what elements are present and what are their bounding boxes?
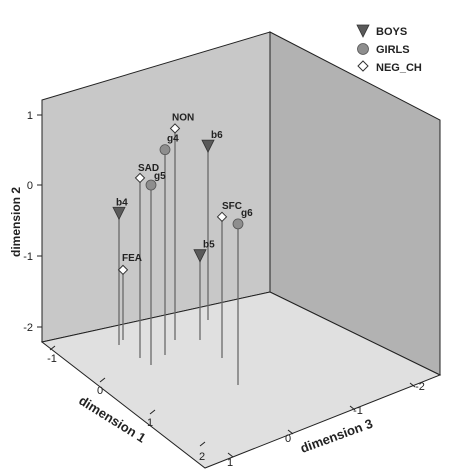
z-tick-mark <box>409 382 416 388</box>
x-tick-label: 0 <box>97 385 103 397</box>
marker-neg-ch <box>134 172 146 184</box>
marker-boys <box>112 206 126 221</box>
marker-boys <box>193 249 207 263</box>
y-axis-label: dimension 2 <box>9 187 23 257</box>
y-tick-label: -2 <box>23 322 33 334</box>
legend-label-girls: GIRLS <box>376 44 410 56</box>
x-tick-mark <box>49 345 56 351</box>
x-tick-label: -1 <box>47 353 57 365</box>
point-label: g4 <box>167 134 179 145</box>
legend-triangle-down-icon <box>356 24 370 38</box>
y-tick-label: 0 <box>27 180 33 192</box>
y-axis: 1 0 -1 -2 dimension 2 <box>9 110 42 334</box>
z-tick-label: 1 <box>227 457 233 469</box>
marker-boys <box>201 139 215 154</box>
marker-girls <box>232 218 244 230</box>
point-label: b4 <box>116 197 128 208</box>
point-labels: b4 b6 b5 g4 g5 g6 NON SAD SFC FEA <box>116 112 253 263</box>
z-tick-label: -1 <box>353 405 363 417</box>
point-label: b6 <box>211 130 223 141</box>
point-label: g6 <box>241 208 253 219</box>
marker-neg-ch <box>216 211 228 223</box>
legend-label-neg-ch: NEG_CH <box>376 62 422 74</box>
y-tick-label: 1 <box>27 110 33 122</box>
z-tick-label: -2 <box>415 381 425 393</box>
drop-lines <box>118 128 239 385</box>
z-tick-mark <box>227 452 234 458</box>
x-tick-mark <box>99 377 106 383</box>
point-label: b5 <box>203 240 215 251</box>
z-tick-mark <box>287 429 294 435</box>
x-tick-label: 2 <box>199 451 205 463</box>
point-label: SFC <box>222 201 242 212</box>
marker-girls <box>159 144 171 156</box>
point-label: NON <box>172 112 194 123</box>
point-label: SAD <box>138 163 159 174</box>
x-tick-mark <box>149 409 156 415</box>
data-markers <box>112 123 244 276</box>
marker-girls <box>145 179 157 191</box>
x-tick-label: 1 <box>147 417 153 429</box>
floor-panel <box>40 291 442 469</box>
legend-diamond-icon <box>357 60 369 72</box>
z-tick-mark <box>349 405 356 411</box>
z-tick-label: 0 <box>285 433 291 445</box>
point-label: FEA <box>122 253 142 264</box>
legend-circle-icon <box>357 43 369 55</box>
y-tick-label: -1 <box>23 251 33 263</box>
x-tick-mark <box>199 441 206 447</box>
marker-neg-ch <box>117 264 129 276</box>
marker-neg-ch <box>169 123 181 134</box>
point-label: g5 <box>154 171 166 182</box>
legend: BOYS GIRLS NEG_CH <box>356 24 422 74</box>
legend-label-boys: BOYS <box>376 26 407 38</box>
